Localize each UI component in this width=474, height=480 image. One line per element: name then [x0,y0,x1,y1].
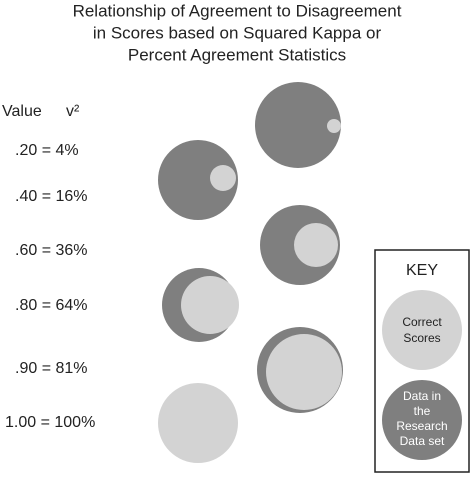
key-box [374,249,470,473]
row-label: .20 = 4% [15,142,79,159]
correct-circle [294,223,338,267]
correct-circle [181,276,239,334]
key-data-circle [382,380,462,460]
data-circle [255,82,341,168]
correct-circle [327,119,341,133]
key-label: Correct [402,315,442,329]
key-label: Data in [403,389,441,403]
row-label: 1.00 = 100% [5,414,95,431]
column-header: v² [66,103,80,120]
data-circle [158,140,238,220]
key-label: Data set [400,434,445,448]
correct-circle [266,334,342,410]
title-line: in Scores based on Squared Kappa or [93,23,382,42]
title-line: Percent Agreement Statistics [128,45,346,64]
key-label: Scores [403,331,440,345]
key-correct-circle [382,290,462,370]
title-line: Relationship of Agreement to Disagreemen… [73,1,402,20]
circles [158,82,343,463]
row-label: .40 = 16% [15,188,88,205]
correct-circle [158,383,238,463]
row-label: .60 = 36% [15,242,88,259]
row-label: .80 = 64% [15,297,88,314]
correct-circle [210,165,236,191]
column-header: Value [2,103,42,120]
row-label: .90 = 81% [15,360,88,377]
key-title: KEY [406,262,438,279]
key-label: the [414,404,431,418]
key-label: Research [396,419,447,433]
